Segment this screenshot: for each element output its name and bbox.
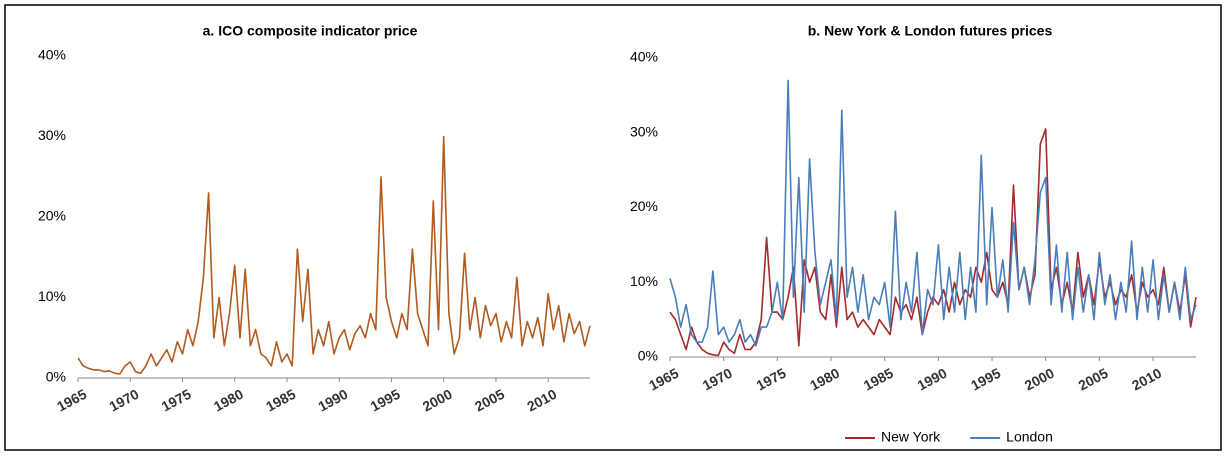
y-tick-label: 40%	[38, 47, 66, 63]
y-tick-label: 30%	[38, 127, 66, 143]
chart-title: b. New York & London futures prices	[808, 23, 1053, 39]
y-tick-label: 20%	[630, 198, 658, 214]
legend-label: New York	[881, 429, 941, 445]
y-tick-label: 40%	[630, 49, 658, 65]
y-tick-label: 10%	[630, 273, 658, 289]
y-tick-label: 10%	[38, 288, 66, 304]
y-tick-label: 30%	[630, 123, 658, 139]
chart-title: a. ICO composite indicator price	[203, 23, 418, 39]
frame	[4, 4, 1222, 451]
y-tick-label: 20%	[38, 208, 66, 224]
series-line	[77, 135, 591, 375]
y-tick-label: 0%	[638, 348, 658, 364]
legend-label: London	[1006, 429, 1053, 445]
series-line	[669, 79, 1197, 347]
y-tick-label: 0%	[46, 369, 66, 385]
